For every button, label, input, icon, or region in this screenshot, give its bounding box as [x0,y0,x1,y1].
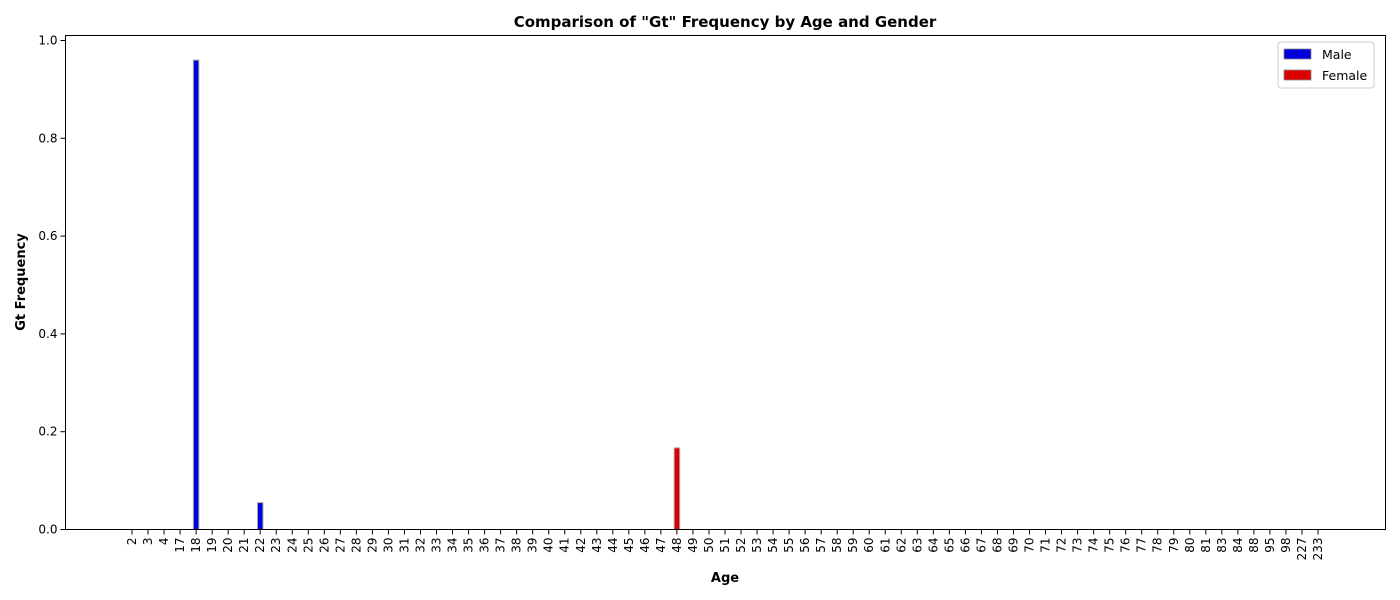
x-tick-label: 59 [846,538,860,553]
x-tick-label: 50 [702,538,716,553]
x-tick-label: 77 [1135,538,1149,553]
x-tick-label: 62 [894,538,908,553]
x-tick-label: 83 [1215,538,1229,553]
x-tick-label: 81 [1199,538,1213,553]
x-tick-label: 227 [1295,538,1309,561]
x-tick-label: 34 [446,538,460,553]
x-tick-label: 24 [285,538,299,553]
x-tick-label: 37 [494,538,508,553]
x-tick-label: 68 [990,538,1004,553]
x-tick-label: 2 [125,538,139,546]
y-axis-label: Gt Frequency [14,233,29,331]
x-tick-label: 70 [1023,538,1037,553]
x-tick-label: 54 [766,538,780,553]
x-tick-label: 57 [814,538,828,553]
x-tick-label: 69 [1006,538,1020,553]
x-tick-label: 31 [397,538,411,553]
x-tick-label: 26 [317,538,331,553]
plot-frame [65,35,1386,530]
x-tick-label: 27 [333,538,347,553]
legend-label-male: Male [1322,47,1352,62]
x-tick-label: 46 [638,538,652,553]
x-tick-label: 71 [1039,538,1053,553]
x-tick-label: 23 [269,538,283,553]
y-tick-label: 1.0 [38,34,57,48]
x-tick-label: 52 [734,538,748,553]
x-tick-label: 79 [1167,538,1181,553]
x-tick-label: 61 [878,538,892,553]
x-tick-label: 63 [910,538,924,553]
bar-female-48 [673,447,681,531]
x-tick-label: 66 [958,538,972,553]
x-tick-label: 88 [1247,538,1261,553]
x-tick-label: 41 [558,538,572,553]
x-tick-label: 95 [1263,538,1277,553]
x-tick-label: 75 [1103,538,1117,553]
x-tick-label: 64 [926,538,940,553]
x-tick-label: 49 [686,538,700,553]
x-tick-label: 3 [141,538,155,546]
x-tick-label: 45 [622,538,636,553]
legend-swatch-male [1283,48,1312,60]
x-tick-label: 40 [542,538,556,553]
x-tick-label: 53 [750,538,764,553]
x-tick-label: 98 [1279,538,1293,553]
x-tick-label: 44 [606,538,620,553]
bar-male-22 [256,502,264,531]
x-tick-label: 20 [221,538,235,553]
x-tick-label: 29 [365,538,379,553]
x-tick-label: 32 [413,538,427,553]
x-tick-label: 38 [510,538,524,553]
x-tick-label: 67 [974,538,988,553]
x-tick-label: 55 [782,538,796,553]
x-tick-label: 73 [1071,538,1085,553]
x-tick-label: 30 [381,538,395,553]
x-tick-label: 47 [654,538,668,553]
x-axis-label: Age [711,571,739,586]
y-tick-label: 0.2 [38,425,57,439]
y-tick-label: 0.4 [38,327,57,341]
x-tick-label: 17 [173,538,187,553]
x-tick-label: 21 [237,538,251,553]
y-tick-label: 0.6 [38,229,57,243]
x-tick-label: 19 [205,538,219,553]
x-tick-label: 84 [1231,538,1245,553]
x-tick-label: 48 [670,538,684,553]
x-tick-label: 39 [526,538,540,553]
x-tick-label: 4 [157,538,171,546]
plot-area: 0.00.20.40.60.81.02 3 4 17 18 19 20 21 22 23 24 25 2… [38,34,1325,561]
bar-male-18 [192,59,200,531]
x-tick-label: 74 [1087,538,1101,553]
x-tick-label: 60 [862,538,876,553]
chart-title: Comparison of "Gt" Frequency by Age and … [514,13,937,31]
x-tick-label: 36 [478,538,492,553]
x-tick-label: 80 [1183,538,1197,553]
x-tick-label: 35 [462,538,476,553]
x-tick-label: 78 [1151,538,1165,553]
legend-swatch-female [1283,69,1312,81]
x-tick-label: 22 [253,538,267,553]
x-tick-label: 51 [718,538,732,553]
x-tick-label: 25 [301,538,315,553]
x-tick-label: 65 [942,538,956,553]
x-tick-label: 76 [1119,538,1133,553]
x-tick-label: 58 [830,538,844,553]
y-tick-label: 0.8 [38,131,57,145]
y-tick-label: 0.0 [38,523,57,537]
x-tick-label: 28 [349,538,363,553]
legend-label-female: Female [1322,68,1368,83]
x-tick-label: 33 [430,538,444,553]
x-tick-label: 18 [189,538,203,553]
legend: Male Female [1277,41,1375,89]
x-tick-label: 43 [590,538,604,553]
x-tick-label: 72 [1055,538,1069,553]
x-tick-label: 233 [1311,538,1325,561]
x-tick-label: 56 [798,538,812,553]
x-tick-label: 42 [574,538,588,553]
